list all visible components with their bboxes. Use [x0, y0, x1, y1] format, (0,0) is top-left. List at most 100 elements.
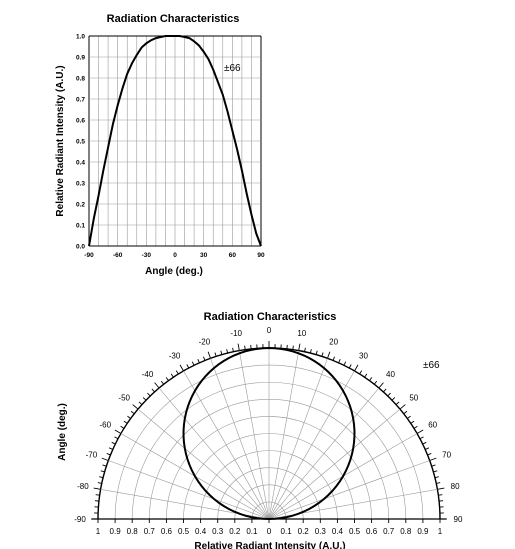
polar-arc-tick — [197, 358, 200, 363]
cartesian-x-tick-label: 90 — [257, 252, 265, 259]
polar-arc-tick — [97, 482, 102, 484]
polar-arc-tick — [321, 352, 324, 357]
polar-x-axis-label: Relative Radiant Intensity (A.U.) — [194, 541, 345, 549]
polar-arc-tick — [114, 436, 119, 440]
polar-arc-tick — [410, 420, 415, 424]
polar-arc-tick — [123, 420, 128, 424]
polar-arc-tick — [100, 470, 105, 473]
polar-arc-tick — [425, 447, 430, 450]
polar-arc-tick — [354, 364, 359, 372]
polar-chart: Radiation Characteristics 0 -10 -20 -30 -40 -… — [57, 311, 463, 549]
polar-angle-label: -50 — [118, 394, 130, 403]
polar-radial-label: 0.4 — [195, 527, 207, 536]
polar-spoke — [268, 387, 380, 520]
polar-arc-tick — [165, 377, 169, 381]
polar-radial-label: 0.3 — [315, 527, 327, 536]
polar-arc-tick — [120, 425, 125, 429]
polar-radial-label: 0.9 — [417, 527, 429, 536]
polar-radial-label: 0 — [267, 527, 272, 536]
cartesian-y-tick-label: 0.5 — [76, 138, 85, 145]
polar-arc-tick — [127, 415, 131, 419]
polar-angle-label: -10 — [230, 329, 242, 338]
polar-arc-tick — [179, 364, 184, 372]
polar-spoke — [210, 358, 270, 520]
cartesian-x-tick-label: -60 — [113, 252, 123, 259]
polar-y-axis-label: Angle (deg.) — [57, 403, 68, 461]
polar-arc-tick — [359, 370, 363, 375]
polar-spoke — [158, 387, 270, 520]
polar-arc-tick — [292, 345, 294, 350]
polar-spoke — [268, 350, 299, 520]
polar-arc-tick — [232, 347, 234, 352]
polar-angle-label: -90 — [74, 515, 86, 524]
polar-arc-tick — [429, 457, 437, 461]
polar-arc-tick — [436, 482, 441, 484]
cartesian-intensity-curve — [88, 35, 262, 247]
polar-arc-tick — [170, 373, 174, 378]
polar-arc-tick — [407, 415, 411, 419]
polar-intensity-curve — [182, 346, 356, 520]
cartesian-x-tick-label: 60 — [229, 252, 237, 259]
cartesian-chart: Radiation Characteristics 0.00.10.20.30.… — [55, 13, 265, 277]
polar-arc-tick — [413, 425, 418, 429]
polar-arc-tick — [338, 358, 341, 363]
cartesian-y-tick-label: 0.7 — [76, 96, 85, 103]
polar-arc-tick — [437, 487, 445, 490]
polar-angle-label: -30 — [169, 351, 181, 360]
polar-angle-label: 20 — [329, 337, 338, 346]
polar-arc-tick — [106, 453, 111, 456]
polar-arc-tick — [108, 447, 113, 450]
polar-arc-tick — [138, 401, 143, 405]
polar-arc-tick — [309, 349, 312, 354]
polar-arc-tick — [93, 487, 101, 490]
polar-spoke — [137, 408, 270, 520]
polar-angle-label: 0 — [267, 326, 272, 335]
cartesian-annotation: ±66 — [224, 63, 241, 74]
polar-chart-title: Radiation Characteristics — [204, 311, 337, 323]
polar-arc-tick — [431, 464, 436, 467]
polar-radial-label: 0.7 — [383, 527, 395, 536]
polar-radial-label: 0.8 — [127, 527, 139, 536]
polar-arc-tick — [186, 364, 190, 369]
polar-arc-tick — [419, 436, 424, 440]
polar-spoke — [268, 408, 401, 520]
cartesian-y-ticks: 0.0 0.1 0.2 0.3 0.4 0.5 0.6 0.7 0.8 0.9 1.0 — [76, 33, 85, 250]
polar-radial-label: 0.6 — [366, 527, 378, 536]
cartesian-y-tick-label: 1.0 — [76, 33, 85, 40]
polar-arc-tick — [343, 361, 347, 366]
cartesian-chart-title: Radiation Characteristics — [107, 13, 240, 25]
cartesian-y-tick-label: 0.1 — [76, 222, 85, 229]
polar-angle-label: 10 — [297, 329, 306, 338]
polar-annotation: ±66 — [423, 360, 440, 371]
polar-arc-tick — [433, 470, 438, 473]
polar-arc-tick — [237, 343, 240, 351]
polar-arc-tick — [403, 410, 408, 415]
polar-arc-tick — [111, 441, 116, 445]
polar-radial-label: 0.7 — [144, 527, 156, 536]
polar-arc-tick — [147, 392, 151, 397]
polar-arc-tick — [102, 464, 107, 467]
polar-arc-tick — [175, 370, 179, 375]
polar-radial-label: 0.1 — [246, 527, 258, 536]
polar-arc-tick — [416, 429, 424, 434]
polar-angle-label: -40 — [142, 370, 154, 379]
polar-angle-label: 60 — [428, 421, 437, 430]
polar-arc-tick — [101, 457, 109, 461]
cartesian-x-tick-label: 30 — [200, 252, 208, 259]
cartesian-grid — [88, 35, 262, 247]
polar-spoke — [108, 460, 270, 520]
polar-arc-tick — [383, 388, 387, 393]
polar-angle-label: 70 — [442, 450, 451, 459]
polar-arc-tick — [434, 476, 439, 479]
polar-angle-label: -70 — [86, 450, 98, 459]
polar-angle-ticks: 0 -10 -20 -30 -40 -50 -60 -70 -80 -90 10 20 30 40 50 60… — [74, 326, 463, 524]
polar-arc-tick — [298, 343, 301, 351]
polar-arc-tick — [327, 351, 331, 359]
polar-radial-label: 0.5 — [178, 527, 190, 536]
polar-radial-label: 0.4 — [332, 527, 344, 536]
polar-spoke — [268, 358, 328, 520]
polar-arc-tick — [207, 351, 211, 359]
polar-arc-tick — [130, 410, 135, 415]
polar-radial-label: 1 — [438, 527, 443, 536]
